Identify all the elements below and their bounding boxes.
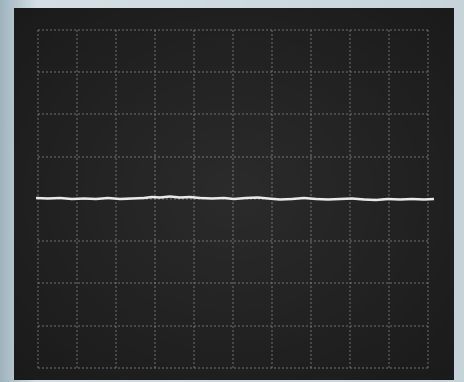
screen xyxy=(14,8,454,380)
oscilloscope-photo xyxy=(0,0,464,382)
page xyxy=(0,0,464,382)
